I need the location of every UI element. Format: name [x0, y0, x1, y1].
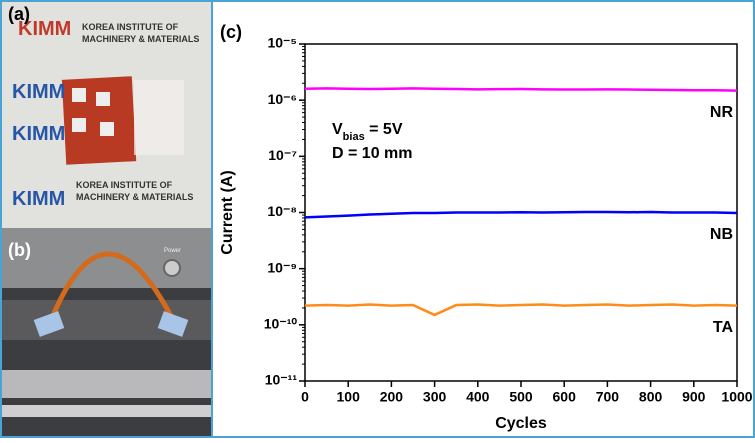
annotation: Vbias = 5V	[332, 121, 403, 143]
series-label: TA	[713, 319, 734, 336]
y-tick-label: 10⁻⁸	[267, 203, 297, 219]
series-line	[304, 87, 738, 92]
annotation-part: = 5V	[365, 121, 403, 138]
annotation-part: D = 10 mm	[332, 145, 412, 162]
y-tick-label: 10⁻⁷	[268, 147, 297, 163]
photo-text: Power	[164, 248, 181, 254]
plot: 10⁻⁵ 10⁻⁶ 10⁻⁷ 10⁻⁸ 10⁻⁹ 10⁻¹⁰ 10⁻¹¹0 100 200 300…	[219, 35, 753, 432]
panel-label: (c)	[220, 22, 242, 42]
x-tick-label: 800	[639, 389, 663, 405]
y-tick-label: 10⁻⁵	[267, 35, 297, 51]
y-tick-label: 10⁻⁶	[268, 91, 297, 107]
series-line	[304, 303, 738, 317]
photo-text: KOREA INSTITUTE OF	[76, 180, 173, 190]
annotation-part: V	[332, 121, 343, 138]
series-label: NR	[710, 104, 734, 121]
series-label: NB	[710, 226, 733, 243]
x-tick-label: 200	[380, 389, 404, 405]
y-tick-label: 10⁻¹¹	[265, 372, 298, 388]
x-tick-label: 600	[553, 389, 577, 405]
photo-a: KIMM KOREA INSTITUTE OF MACHINERY & MATE…	[2, 2, 212, 228]
x-tick-label: 500	[509, 389, 533, 405]
panel-label: (a)	[8, 4, 30, 24]
logo: KIMM	[18, 18, 71, 40]
series-line	[304, 210, 738, 219]
photo-b: Power (b)	[2, 228, 212, 436]
x-tick-label: 100	[337, 389, 361, 405]
y-tick-label: 10⁻⁹	[267, 259, 297, 275]
panel-label: (b)	[8, 240, 31, 260]
x-tick-label: 0	[301, 389, 309, 405]
photo-text: MACHINERY & MATERIALS	[76, 192, 193, 202]
logo: KIMM	[12, 123, 65, 145]
x-tick-label: 300	[423, 389, 447, 405]
photo-text: MACHINERY & MATERIALS	[82, 34, 199, 44]
logo: KIMM	[12, 188, 65, 210]
y-tick-label: 10⁻¹⁰	[264, 316, 298, 332]
x-tick-label: 400	[466, 389, 490, 405]
annotation-part: bias	[343, 131, 365, 143]
logo: KIMM	[12, 81, 65, 103]
annotation: D = 10 mm	[332, 145, 412, 162]
x-tick-label: 700	[596, 389, 620, 405]
x-axis-label: Cycles	[495, 415, 547, 432]
x-tick-label: 1000	[721, 389, 752, 405]
x-tick-label: 900	[682, 389, 706, 405]
photo-text: KOREA INSTITUTE OF	[82, 22, 179, 32]
y-axis-label: Current (A)	[219, 170, 236, 254]
